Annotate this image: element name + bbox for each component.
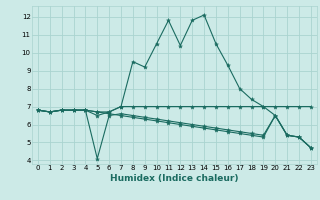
X-axis label: Humidex (Indice chaleur): Humidex (Indice chaleur) (110, 174, 239, 183)
